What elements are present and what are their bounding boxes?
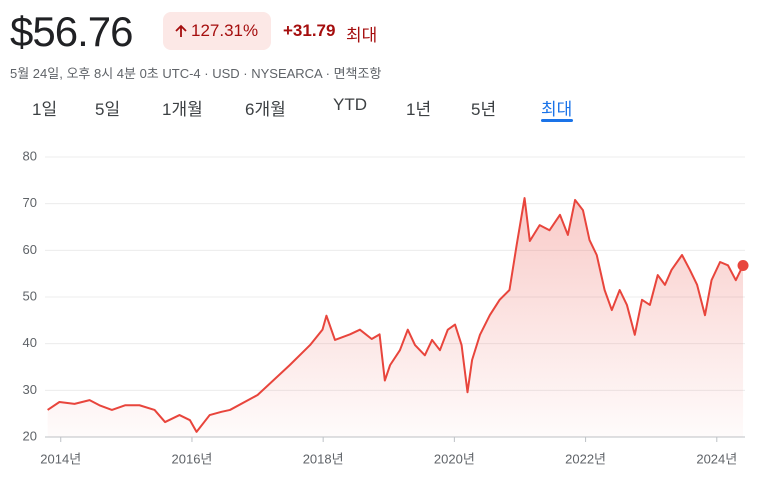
range-tab[interactable]: YTD bbox=[333, 95, 367, 114]
range-tab[interactable]: 5일 bbox=[95, 100, 121, 119]
y-tick-label: 70 bbox=[23, 195, 37, 210]
x-tick-label: 2020년 bbox=[434, 451, 475, 466]
change-percent: 127.31% bbox=[191, 21, 259, 40]
x-tick-label: 2024년 bbox=[696, 451, 737, 466]
area bbox=[47, 198, 744, 437]
period: 최대 bbox=[346, 26, 378, 45]
range-tab[interactable]: 1일 bbox=[32, 100, 58, 119]
change-abs: +31.79 bbox=[283, 21, 336, 40]
price: $56.76 bbox=[10, 8, 133, 55]
range-tab[interactable]: 최대 bbox=[541, 100, 573, 119]
range-tab[interactable]: 1년 bbox=[406, 100, 432, 119]
y-tick-label: 80 bbox=[23, 148, 37, 163]
y-tick-label: 50 bbox=[23, 288, 37, 303]
x-tick-label: 2016년 bbox=[172, 451, 213, 466]
y-tick-label: 40 bbox=[23, 335, 37, 350]
y-tick-label: 60 bbox=[23, 242, 37, 257]
line bbox=[47, 197, 744, 433]
y-tick-label: 20 bbox=[23, 428, 37, 443]
range-tab[interactable]: 6개월 bbox=[245, 100, 286, 119]
end-dot bbox=[737, 259, 749, 271]
range-tab[interactable]: 1개월 bbox=[162, 100, 203, 119]
range-tab[interactable]: 5년 bbox=[471, 100, 497, 119]
change-badge: 127.31% bbox=[163, 12, 271, 50]
meta-info: 5월 24일, 오후 8시 4분 0초 UTC-4 · USD · NYSEAR… bbox=[10, 66, 382, 81]
x-tick-label: 2014년 bbox=[40, 451, 81, 466]
y-tick-label: 30 bbox=[23, 382, 37, 397]
x-tick-label: 2018년 bbox=[303, 451, 344, 466]
up-arrow bbox=[175, 24, 187, 37]
active-underline bbox=[541, 119, 573, 122]
x-tick-label: 2022년 bbox=[565, 451, 606, 466]
